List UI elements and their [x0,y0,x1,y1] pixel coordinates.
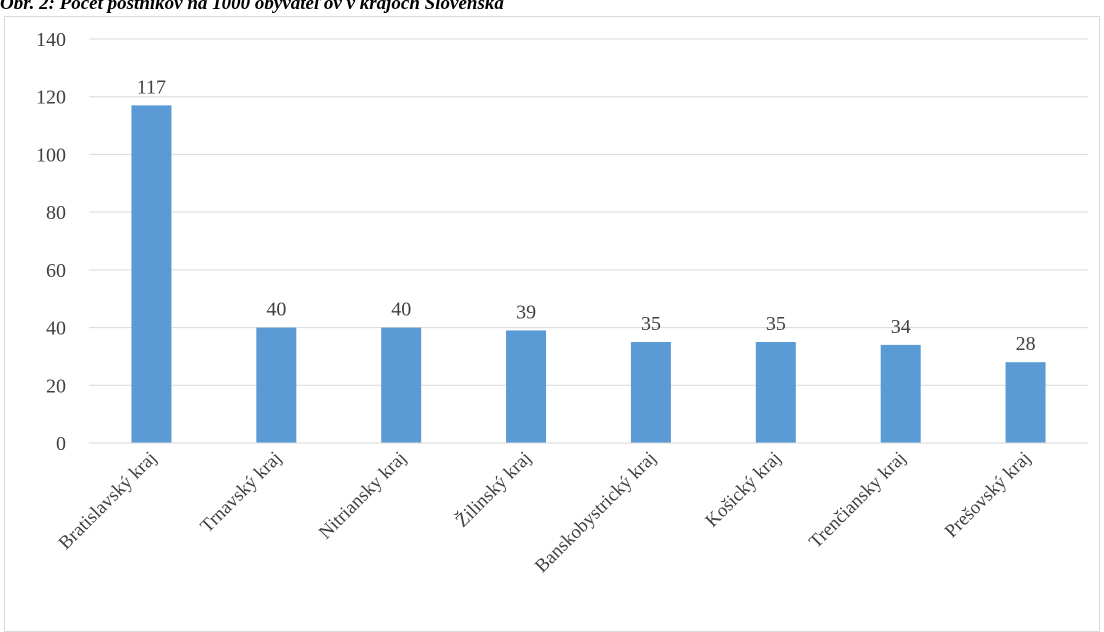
bar [755,342,796,443]
category-label: Bratislavský kraj [55,448,161,554]
data-label: 28 [1016,333,1036,355]
y-tick-label: 100 [36,144,66,166]
y-tick-label: 40 [46,318,66,340]
category-label: Žilinský kraj [451,447,536,532]
y-tick-label: 80 [46,202,66,224]
bar [381,327,422,443]
bar [630,342,671,443]
y-tick-label: 120 [36,87,66,109]
y-tick-label: 20 [46,375,66,397]
bar [131,105,172,443]
category-label: Nitriansky kraj [315,448,411,544]
y-tick-label: 140 [36,29,66,51]
category-label: Prešovský kraj [941,448,1035,542]
data-label: 117 [137,76,166,98]
category-label: Trenčiansky kraj [805,448,910,553]
data-label: 35 [766,313,786,335]
y-tick-label: 60 [46,260,66,282]
data-label: 39 [516,301,536,323]
data-label: 35 [641,313,661,335]
category-label: Banskobystrický kraj [531,448,660,577]
bar [880,344,921,443]
bar [506,330,547,443]
category-label: Trnavský kraj [196,448,285,537]
bar [1005,362,1046,443]
data-label: 34 [891,316,911,338]
y-tick-label: 0 [56,433,66,455]
data-label: 40 [266,299,286,321]
data-label: 40 [391,299,411,321]
bar [256,327,297,443]
chart-title: Obr. 2: Počet poštníkov na 1000 obyvateľ… [0,0,504,14]
category-label: Košický kraj [701,448,785,532]
